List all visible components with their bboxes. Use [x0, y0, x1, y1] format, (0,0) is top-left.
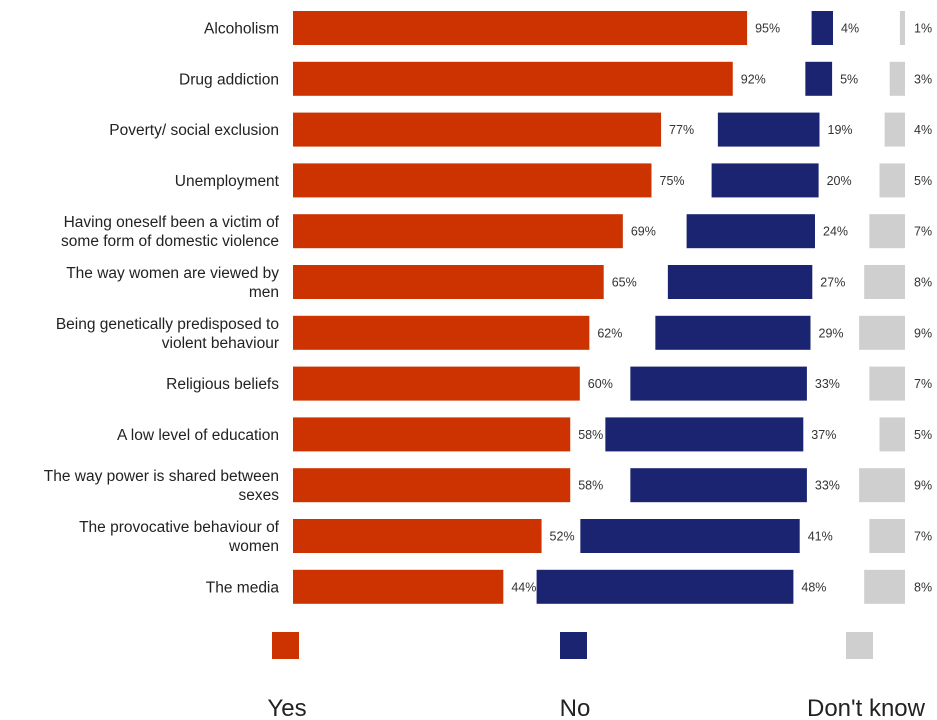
- category-label: Having oneself been a victim of some form…: [61, 214, 280, 250]
- value-label-yes: 52%: [550, 530, 575, 544]
- bar-dont-know: [879, 163, 905, 198]
- value-label-dont-know: 7%: [914, 530, 932, 544]
- value-label-yes: 62%: [597, 326, 622, 340]
- bar-no: [536, 569, 794, 604]
- value-label-yes: 65%: [612, 276, 637, 290]
- bar-yes: [293, 417, 571, 452]
- value-label-no: 19%: [828, 123, 853, 137]
- category-label: Religious beliefs: [166, 376, 279, 393]
- bar-dont-know: [869, 519, 905, 553]
- bar-dont-know: [864, 569, 905, 604]
- value-label-yes: 60%: [588, 377, 613, 391]
- value-label-dont-know: 8%: [914, 580, 932, 594]
- value-label-no: 29%: [819, 326, 844, 340]
- bar-dont-know: [869, 366, 905, 401]
- bar-dont-know: [864, 265, 905, 299]
- value-label-yes: 44%: [511, 580, 536, 594]
- bar-yes: [293, 265, 604, 299]
- value-label-dont-know: 4%: [914, 123, 932, 137]
- value-label-no: 5%: [840, 72, 858, 86]
- bar-no: [605, 417, 804, 452]
- value-label-yes: 58%: [578, 479, 603, 493]
- bar-yes: [293, 163, 652, 198]
- value-label-no: 48%: [801, 580, 826, 594]
- category-label: Being genetically predisposed to violent …: [56, 316, 279, 352]
- value-label-yes: 58%: [578, 428, 603, 442]
- bar-no: [580, 519, 800, 553]
- value-label-dont-know: 1%: [914, 22, 932, 36]
- legend-label: Yes: [267, 695, 306, 720]
- legend-swatch: [560, 632, 587, 659]
- bar-yes: [293, 315, 590, 350]
- value-label-dont-know: 9%: [914, 326, 932, 340]
- bar-yes: [293, 468, 571, 503]
- value-label-no: 20%: [827, 174, 852, 188]
- category-label: The way power is shared between sexes: [44, 468, 279, 504]
- category-label: Unemployment: [175, 173, 280, 190]
- bar-dont-know: [899, 11, 905, 45]
- category-label: Poverty/ social exclusion: [109, 122, 279, 139]
- bar-yes: [293, 11, 748, 45]
- bar-yes: [293, 61, 733, 96]
- value-label-dont-know: 8%: [914, 276, 932, 290]
- value-label-dont-know: 7%: [914, 225, 932, 239]
- category-label: Alcoholism: [204, 21, 279, 38]
- value-label-no: 4%: [841, 22, 859, 36]
- bar-no: [717, 112, 820, 147]
- bar-dont-know: [859, 468, 905, 503]
- bar-dont-know: [889, 61, 905, 96]
- legend-swatch: [272, 632, 299, 659]
- value-label-no: 37%: [811, 428, 836, 442]
- value-label-no: 27%: [820, 276, 845, 290]
- value-label-dont-know: 3%: [914, 72, 932, 86]
- bar-no: [686, 214, 815, 249]
- category-label: Drug addiction: [179, 71, 279, 88]
- value-label-yes: 77%: [669, 123, 694, 137]
- value-label-dont-know: 5%: [914, 428, 932, 442]
- bar-no: [811, 11, 833, 45]
- bar-no: [630, 468, 807, 503]
- bar-dont-know: [859, 315, 905, 350]
- value-label-no: 33%: [815, 377, 840, 391]
- value-label-dont-know: 5%: [914, 174, 932, 188]
- bars-group: Alcoholism 95% 4% 1% Drug addiction 92% 5% 3% Po…: [44, 11, 932, 604]
- legend-label: No: [560, 695, 591, 720]
- bar-no: [711, 163, 819, 198]
- value-label-yes: 75%: [660, 174, 685, 188]
- bar-dont-know: [869, 214, 905, 249]
- category-label: The media: [206, 579, 280, 596]
- value-label-yes: 95%: [755, 22, 780, 36]
- bar-yes: [293, 112, 662, 147]
- bar-yes: [293, 519, 542, 553]
- category-label: The provocative behaviour of women: [79, 519, 280, 555]
- category-label: A low level of education: [117, 427, 279, 444]
- value-label-yes: 92%: [741, 72, 766, 86]
- legend: Yes No Don't know: [267, 632, 926, 720]
- bar-no: [630, 366, 807, 401]
- value-label-no: 33%: [815, 479, 840, 493]
- bar-no: [655, 315, 811, 350]
- bar-dont-know: [884, 112, 905, 147]
- category-label: The way women are viewed by men: [66, 265, 279, 301]
- value-label-yes: 69%: [631, 225, 656, 239]
- bar-no: [667, 265, 813, 299]
- bar-no: [805, 61, 833, 96]
- value-label-no: 24%: [823, 225, 848, 239]
- value-label-no: 41%: [808, 530, 833, 544]
- legend-label: Don't know: [807, 695, 926, 720]
- legend-swatch: [846, 632, 873, 659]
- value-label-dont-know: 9%: [914, 479, 932, 493]
- bar-yes: [293, 569, 504, 604]
- value-label-dont-know: 7%: [914, 377, 932, 391]
- bar-yes: [293, 366, 580, 401]
- bar-dont-know: [879, 417, 905, 452]
- bar-yes: [293, 214, 623, 249]
